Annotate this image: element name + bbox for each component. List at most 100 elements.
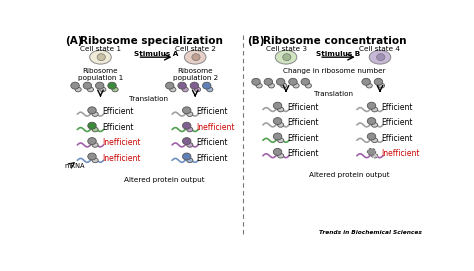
Ellipse shape xyxy=(184,50,206,64)
Ellipse shape xyxy=(83,82,91,89)
Ellipse shape xyxy=(281,83,287,88)
Text: Cell state 3: Cell state 3 xyxy=(265,46,307,51)
Ellipse shape xyxy=(301,78,310,85)
Ellipse shape xyxy=(275,50,297,64)
Ellipse shape xyxy=(75,87,81,92)
Ellipse shape xyxy=(182,107,191,114)
Ellipse shape xyxy=(293,83,299,88)
Text: Trends in Biochemical Sciences: Trends in Biochemical Sciences xyxy=(319,230,421,235)
Ellipse shape xyxy=(367,149,376,155)
Ellipse shape xyxy=(367,133,376,140)
Ellipse shape xyxy=(372,153,378,158)
Text: Efficient: Efficient xyxy=(288,149,319,158)
Ellipse shape xyxy=(92,127,98,132)
Text: Inefficient: Inefficient xyxy=(102,154,140,163)
Ellipse shape xyxy=(367,118,376,125)
Text: Inefficient: Inefficient xyxy=(197,123,235,132)
Ellipse shape xyxy=(369,50,391,64)
Text: mRNA: mRNA xyxy=(64,163,85,169)
Ellipse shape xyxy=(273,102,282,109)
Text: (A): (A) xyxy=(65,36,82,46)
Ellipse shape xyxy=(88,138,96,144)
Ellipse shape xyxy=(108,82,116,89)
Ellipse shape xyxy=(276,78,285,85)
Ellipse shape xyxy=(374,78,383,85)
Ellipse shape xyxy=(305,83,311,88)
Ellipse shape xyxy=(112,87,118,92)
Ellipse shape xyxy=(378,83,384,88)
Text: Inefficient: Inefficient xyxy=(382,149,420,158)
Ellipse shape xyxy=(283,54,291,61)
Text: Translation: Translation xyxy=(129,96,168,102)
Ellipse shape xyxy=(88,153,96,160)
Text: Cell state 2: Cell state 2 xyxy=(175,46,216,51)
Ellipse shape xyxy=(190,82,199,89)
Text: Efficient: Efficient xyxy=(382,134,413,143)
Ellipse shape xyxy=(273,149,282,155)
Text: Efficient: Efficient xyxy=(102,107,134,116)
Ellipse shape xyxy=(273,133,282,140)
Ellipse shape xyxy=(192,54,200,61)
Ellipse shape xyxy=(182,87,188,92)
Ellipse shape xyxy=(187,112,193,117)
Ellipse shape xyxy=(207,87,213,92)
Ellipse shape xyxy=(88,107,96,114)
Text: Cell state 1: Cell state 1 xyxy=(80,46,121,51)
Text: Efficient: Efficient xyxy=(197,107,228,116)
Text: Efficient: Efficient xyxy=(288,118,319,127)
Ellipse shape xyxy=(187,127,193,132)
Text: Ribosome
population 1: Ribosome population 1 xyxy=(78,68,123,82)
Text: Efficient: Efficient xyxy=(288,134,319,143)
Ellipse shape xyxy=(289,78,297,85)
Text: Efficient: Efficient xyxy=(197,154,228,163)
Ellipse shape xyxy=(178,82,186,89)
Ellipse shape xyxy=(202,82,211,89)
Ellipse shape xyxy=(182,122,191,129)
Ellipse shape xyxy=(194,87,201,92)
Ellipse shape xyxy=(278,153,284,158)
Text: (B): (B) xyxy=(247,36,265,46)
Ellipse shape xyxy=(362,78,370,85)
Text: Ribosome concentration: Ribosome concentration xyxy=(263,36,406,46)
Ellipse shape xyxy=(187,143,193,147)
Ellipse shape xyxy=(95,82,104,89)
Text: Ribosome
population 2: Ribosome population 2 xyxy=(173,68,218,82)
Ellipse shape xyxy=(71,82,79,89)
Ellipse shape xyxy=(367,102,376,109)
Text: Efficient: Efficient xyxy=(102,123,134,132)
Ellipse shape xyxy=(88,122,96,129)
Ellipse shape xyxy=(372,122,378,127)
Text: Efficient: Efficient xyxy=(382,118,413,127)
Ellipse shape xyxy=(252,78,260,85)
Ellipse shape xyxy=(264,78,273,85)
Ellipse shape xyxy=(278,138,284,143)
Ellipse shape xyxy=(268,83,274,88)
Ellipse shape xyxy=(182,153,191,160)
Ellipse shape xyxy=(92,158,98,163)
Ellipse shape xyxy=(87,87,93,92)
Ellipse shape xyxy=(278,107,284,112)
Ellipse shape xyxy=(92,112,98,117)
Text: Efficient: Efficient xyxy=(288,103,319,112)
Ellipse shape xyxy=(256,83,262,88)
Ellipse shape xyxy=(278,122,284,127)
Text: Efficient: Efficient xyxy=(197,138,228,147)
Ellipse shape xyxy=(273,118,282,125)
Ellipse shape xyxy=(182,138,191,144)
Ellipse shape xyxy=(372,138,378,143)
Ellipse shape xyxy=(165,82,174,89)
Text: Cell state 4: Cell state 4 xyxy=(359,46,401,51)
Ellipse shape xyxy=(100,87,106,92)
Text: Translation: Translation xyxy=(314,91,353,97)
Text: Altered protein output: Altered protein output xyxy=(124,176,205,182)
Ellipse shape xyxy=(187,158,193,163)
Ellipse shape xyxy=(366,83,372,88)
Text: Inefficient: Inefficient xyxy=(102,138,140,147)
Ellipse shape xyxy=(372,107,378,112)
Ellipse shape xyxy=(90,50,111,64)
Ellipse shape xyxy=(92,143,98,147)
Text: Efficient: Efficient xyxy=(382,103,413,112)
Text: Ribosome specialization: Ribosome specialization xyxy=(80,36,223,46)
Text: Stimulus B: Stimulus B xyxy=(316,51,361,57)
Ellipse shape xyxy=(377,54,385,61)
